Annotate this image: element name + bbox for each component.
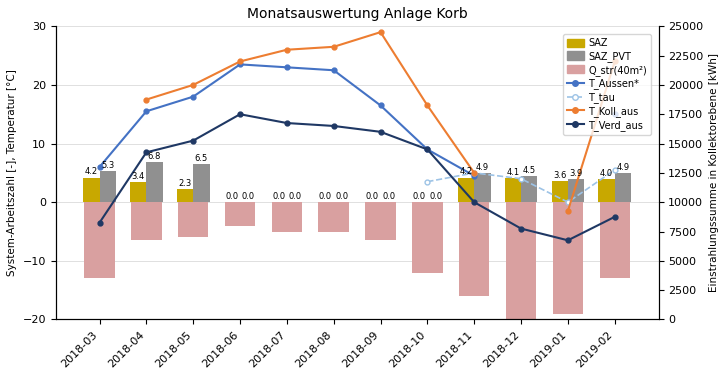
Bar — [568, 179, 584, 202]
Text: 3.9: 3.9 — [569, 169, 583, 178]
Bar — [83, 177, 99, 202]
Bar — [225, 202, 256, 226]
Bar — [130, 182, 147, 202]
Text: 0.0: 0.0 — [382, 192, 395, 201]
Bar — [178, 202, 208, 237]
Bar — [99, 171, 116, 202]
Text: 6.5: 6.5 — [195, 154, 208, 163]
Text: 0.0: 0.0 — [242, 192, 255, 201]
Bar — [506, 202, 537, 320]
Text: 4.5: 4.5 — [523, 166, 536, 174]
Y-axis label: Einstrahlungssumme in Kollektorebene [kWh]: Einstrahlungssumme in Kollektorebene [kW… — [709, 53, 719, 293]
Text: 0.0: 0.0 — [366, 192, 379, 201]
Text: 4.9: 4.9 — [616, 163, 629, 172]
Bar — [459, 202, 489, 296]
Bar — [521, 176, 537, 202]
Text: 0.0: 0.0 — [272, 192, 285, 201]
Text: 2.3: 2.3 — [179, 179, 192, 188]
Text: 0.0: 0.0 — [335, 192, 348, 201]
Text: 0.0: 0.0 — [225, 192, 238, 201]
Text: 3.4: 3.4 — [131, 172, 144, 181]
Y-axis label: System-Arbeitszahl [-], Temperatur [°C]: System-Arbeitszahl [-], Temperatur [°C] — [7, 70, 17, 276]
Bar — [615, 173, 631, 202]
Text: 0.0: 0.0 — [412, 192, 425, 201]
Bar — [131, 202, 162, 240]
Text: 4.0: 4.0 — [600, 168, 613, 177]
Bar — [598, 179, 615, 202]
Text: 3.6: 3.6 — [553, 171, 566, 180]
Bar — [177, 189, 193, 202]
Text: 0.0: 0.0 — [429, 192, 442, 201]
Title: Monatsauswertung Anlage Korb: Monatsauswertung Anlage Korb — [247, 7, 468, 21]
Text: 4.1: 4.1 — [506, 168, 519, 177]
Text: 0.0: 0.0 — [288, 192, 301, 201]
Bar — [84, 202, 115, 278]
Text: 4.2: 4.2 — [460, 167, 473, 176]
Bar — [505, 178, 521, 202]
Bar — [365, 202, 396, 240]
Bar — [193, 164, 210, 202]
Text: 4.9: 4.9 — [476, 163, 489, 172]
Bar — [600, 202, 630, 278]
Bar — [552, 202, 583, 314]
Bar — [319, 202, 349, 232]
Bar — [147, 162, 163, 202]
Bar — [412, 202, 443, 273]
Text: 4.2: 4.2 — [85, 167, 98, 176]
Bar — [458, 177, 474, 202]
Text: 6.8: 6.8 — [148, 152, 161, 161]
Text: 5.3: 5.3 — [101, 161, 114, 170]
Bar — [272, 202, 302, 232]
Bar — [474, 173, 491, 202]
Bar — [552, 181, 568, 202]
Text: 0.0: 0.0 — [319, 192, 332, 201]
Legend: SAZ, SAZ_PVT, Q_str(40m²), T_Aussen*, T_tau, T_Koll_aus, T_Verd_aus: SAZ, SAZ_PVT, Q_str(40m²), T_Aussen*, T_… — [563, 34, 650, 135]
